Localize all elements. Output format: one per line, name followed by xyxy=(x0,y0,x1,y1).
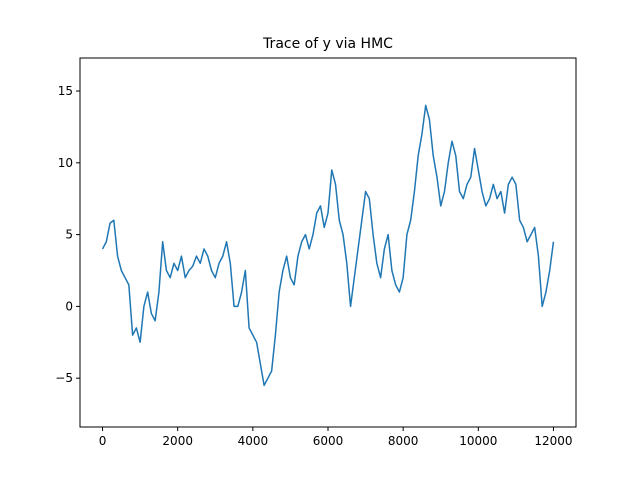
y-axis: −5 0 5 10 15 xyxy=(55,84,80,385)
x-axis: 0 2000 4000 6000 8000 10000 12000 xyxy=(99,427,573,448)
x-tick-label: 8000 xyxy=(388,434,419,448)
axes-frame xyxy=(79,57,577,428)
x-tick-label: 12000 xyxy=(534,434,572,448)
x-tick-label: 0 xyxy=(99,434,107,448)
x-tick-label: 10000 xyxy=(459,434,497,448)
chart-title: Trace of y via HMC xyxy=(262,36,393,52)
y-tick-label: 15 xyxy=(58,84,73,98)
y-tick-label: 0 xyxy=(65,299,73,313)
plot-line-layer xyxy=(101,104,555,387)
series-line-0 xyxy=(101,104,555,387)
x-tick-label: 4000 xyxy=(238,434,269,448)
y-tick-label: 5 xyxy=(65,228,73,242)
x-tick-label: 6000 xyxy=(313,434,344,448)
x-tick-label: 2000 xyxy=(162,434,193,448)
y-tick-label: 10 xyxy=(58,156,73,170)
y-tick-label: −5 xyxy=(55,371,73,385)
